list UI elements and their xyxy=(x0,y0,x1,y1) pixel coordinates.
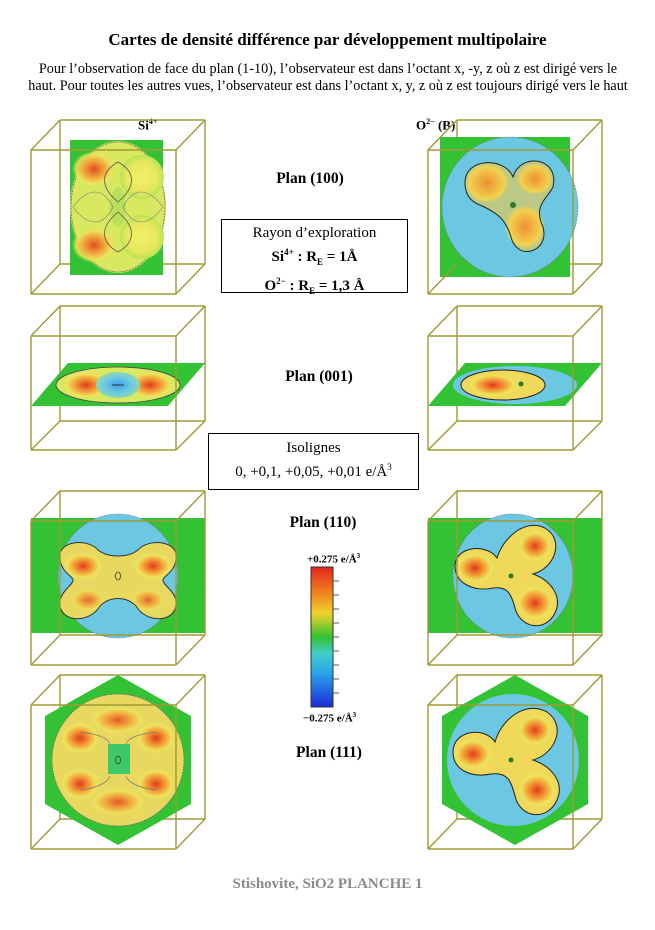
footer-caption: Stishovite, SiO2 PLANCHE 1 xyxy=(232,876,423,892)
map-si-plan-100 xyxy=(30,119,206,295)
map-o-plan-110 xyxy=(427,490,603,666)
column-label-si: Si4+ xyxy=(138,117,158,133)
map-o-plan-100 xyxy=(427,119,603,295)
colorbar-min-label: −0.275 e/Å3 xyxy=(303,711,357,725)
exploration-radius-si: Si4+ : RE = 1Å xyxy=(271,247,358,267)
map-si-plan-001 xyxy=(30,305,206,451)
page-title: Cartes de densité différence par dévelop… xyxy=(108,30,547,49)
exploration-radius-o: O2− : RE = 1,3 Å xyxy=(264,276,365,296)
intro-text: Pour l’observation de face du plan (1-10… xyxy=(28,61,628,94)
isolines-box: Isolignes 0, +0,1, +0,05, +0,01 e/Å3 xyxy=(208,433,419,490)
plan-label-111: Plan (111) xyxy=(296,744,362,761)
isolines-values: 0, +0,1, +0,05, +0,01 e/Å3 xyxy=(235,462,392,480)
plan-label-100: Plan (100) xyxy=(276,170,344,187)
isolines-title: Isolignes xyxy=(286,440,341,456)
column-label-o: O2− (B) xyxy=(416,117,456,133)
map-o-plan-001 xyxy=(427,305,603,451)
colorbar-max-label: +0.275 e/Å3 xyxy=(307,552,361,566)
map-o-plan-111 xyxy=(427,674,603,850)
exploration-radius-box: Rayon d’exploration Si4+ : RE = 1Å O2− :… xyxy=(221,219,408,296)
exploration-radius-title: Rayon d’exploration xyxy=(252,225,377,241)
colorbar xyxy=(310,566,339,708)
map-si-plan-110 xyxy=(30,490,206,666)
map-si-plan-111 xyxy=(30,674,206,850)
plan-label-110: Plan (110) xyxy=(289,514,357,531)
plan-label-001: Plan (001) xyxy=(285,368,353,385)
